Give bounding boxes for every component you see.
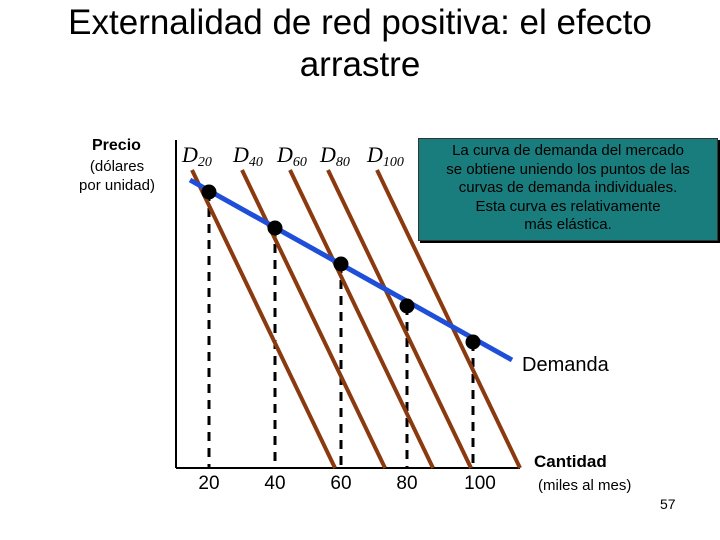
demand-curve-80 [326,169,473,469]
page-number: 57 [660,496,676,512]
callout-box [418,138,718,241]
y-axis-subtitle-line2: por unidad) [79,177,155,194]
callout-line-1: La curva de demanda del mercado [452,142,684,159]
y-axis-title: Precio [92,137,141,154]
callout-line-3: curvas de demanda individuales. [458,179,678,196]
curve-label-d20: D20 [182,142,212,170]
x-tick-80: 80 [396,473,418,494]
x-tick-20: 20 [198,473,220,494]
curve-label-d80: D80 [320,142,350,170]
x-tick-60: 60 [330,473,352,494]
curve-label-d60: D60 [277,142,307,170]
y-axis-subtitle: (dólares por unidad) [78,157,156,195]
demand-curve-20 [190,169,337,469]
x-tick-100: 100 [464,473,496,494]
market-demand-label: Demanda [522,354,609,376]
callout-line-5: más elástica. [524,216,612,233]
x-axis-title: Cantidad [534,452,607,471]
market-demand-curve [188,177,514,363]
point-80 [399,298,415,314]
x-axis-subtitle: (miles al mes) [538,477,632,494]
page-title: Externalidad de red positiva: el efecto … [68,3,652,84]
point-60 [333,256,349,272]
x-tick-40: 40 [264,473,286,494]
callout-text: La curva de demanda del mercado se obtie… [418,142,718,235]
point-40 [267,220,283,236]
callout-line-4: Esta curva es relativamente [475,197,661,215]
curve-label-d40: D40 [233,142,263,170]
curve-label-d100: D100 [367,142,404,170]
point-20 [201,184,217,200]
callout-line-2: se obtiene uniendo los puntos de las [446,160,690,178]
demand-curve-60 [288,169,435,469]
point-100 [465,334,481,350]
demand-curve-100 [375,169,522,469]
y-axis-subtitle-line1: (dólares [89,158,145,175]
